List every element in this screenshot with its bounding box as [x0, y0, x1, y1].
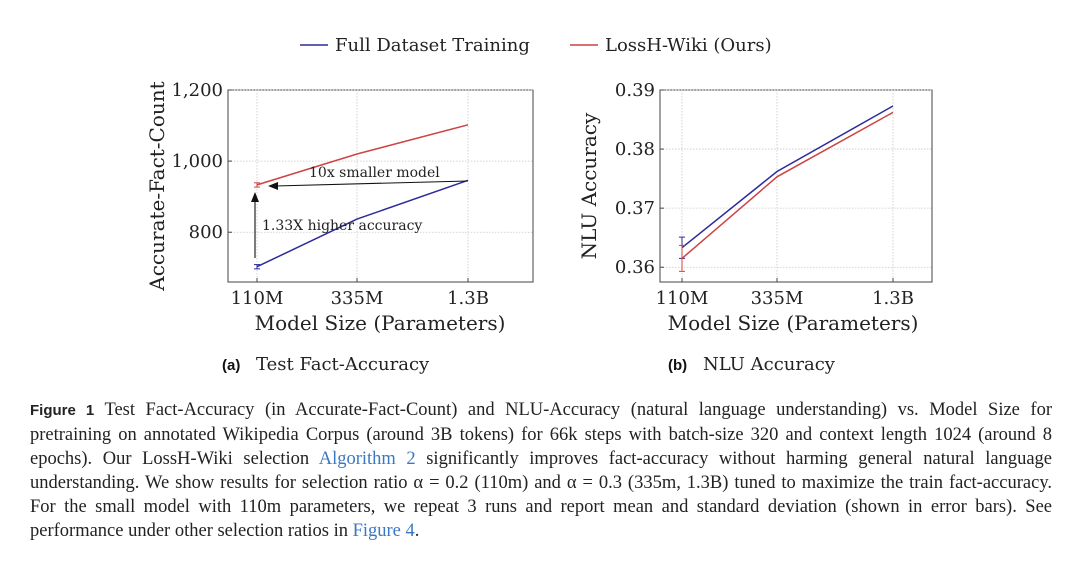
y-tick-label-b: 0.36 — [615, 257, 655, 278]
plot-frame-a — [227, 89, 534, 283]
y-axis-label-b: NLU Accuracy — [577, 112, 601, 259]
series-line-b-1 — [681, 111, 894, 259]
y-tick-label-b: 0.37 — [615, 198, 655, 219]
subfigure-title-a: Test Fact-Accuracy — [256, 354, 430, 375]
x-tick-label-b: 1.3B — [872, 288, 914, 309]
y-tick-label-b: 0.38 — [615, 139, 655, 160]
x-tick-label-a: 335M — [331, 288, 384, 309]
caption-figure-label: Figure 1 — [30, 402, 95, 419]
series-line-a-1 — [256, 124, 469, 186]
caption-link-figure4[interactable]: Figure 4 — [352, 521, 415, 541]
subfigure-label-b: (b) — [668, 357, 687, 374]
y-axis-label-a: Accurate-Fact-Count — [145, 81, 169, 291]
annotation-smaller-model: 10x smaller model — [309, 165, 440, 181]
legend: Full Dataset Training LossH-Wiki (Ours) — [300, 35, 772, 56]
y-tick-label-a: 1,000 — [171, 151, 223, 172]
arrow-horizontal — [274, 180, 469, 187]
legend-label-lossh-wiki: LossH-Wiki (Ours) — [605, 35, 772, 56]
x-tick-label-b: 110M — [656, 288, 709, 309]
figure-caption: Figure 1 Test Fact-Accuracy (in Accurate… — [30, 398, 1052, 543]
chart-panel-a: 110M 335M 1.3B 800 1,000 1,200 10x smaller mo… — [145, 80, 534, 375]
x-tick-label-a: 1.3B — [447, 288, 489, 309]
plot-frame-b — [659, 89, 933, 283]
arrow-vertical-head — [251, 192, 259, 202]
y-tick-label-a: 800 — [189, 222, 223, 243]
series-line-a-0 — [256, 179, 469, 268]
y-tick-label-b: 0.39 — [615, 80, 655, 101]
x-axis-label-a: Model Size (Parameters) — [255, 311, 506, 335]
caption-text-2: significantly improves fact-accuracy wit… — [30, 449, 1052, 541]
subfigure-title-b: NLU Accuracy — [703, 354, 836, 375]
arrow-horizontal-head — [268, 182, 278, 190]
legend-label-full-dataset: Full Dataset Training — [335, 35, 530, 56]
figure: Full Dataset Training LossH-Wiki (Ours) … — [145, 35, 933, 375]
annotation-arrows — [251, 180, 469, 258]
x-tick-label-b: 335M — [751, 288, 804, 309]
caption-text-3: . — [414, 521, 420, 541]
chart-panel-b: 110M 335M 1.3B 0.36 0.37 0.38 0.39 Model Size … — [577, 80, 933, 375]
x-tick-label-a: 110M — [231, 288, 284, 309]
caption-text-1: Test Fact-Accuracy (in Accurate-Fact-Cou… — [30, 400, 1052, 469]
subfigure-label-a: (a) — [222, 357, 240, 374]
annotation-higher-accuracy: 1.33X higher accuracy — [262, 218, 422, 234]
x-axis-label-b: Model Size (Parameters) — [668, 311, 919, 335]
series-line-b-0 — [681, 105, 894, 249]
caption-link-algorithm[interactable]: Algorithm 2 — [318, 449, 416, 469]
y-tick-label-a: 1,200 — [171, 80, 223, 101]
